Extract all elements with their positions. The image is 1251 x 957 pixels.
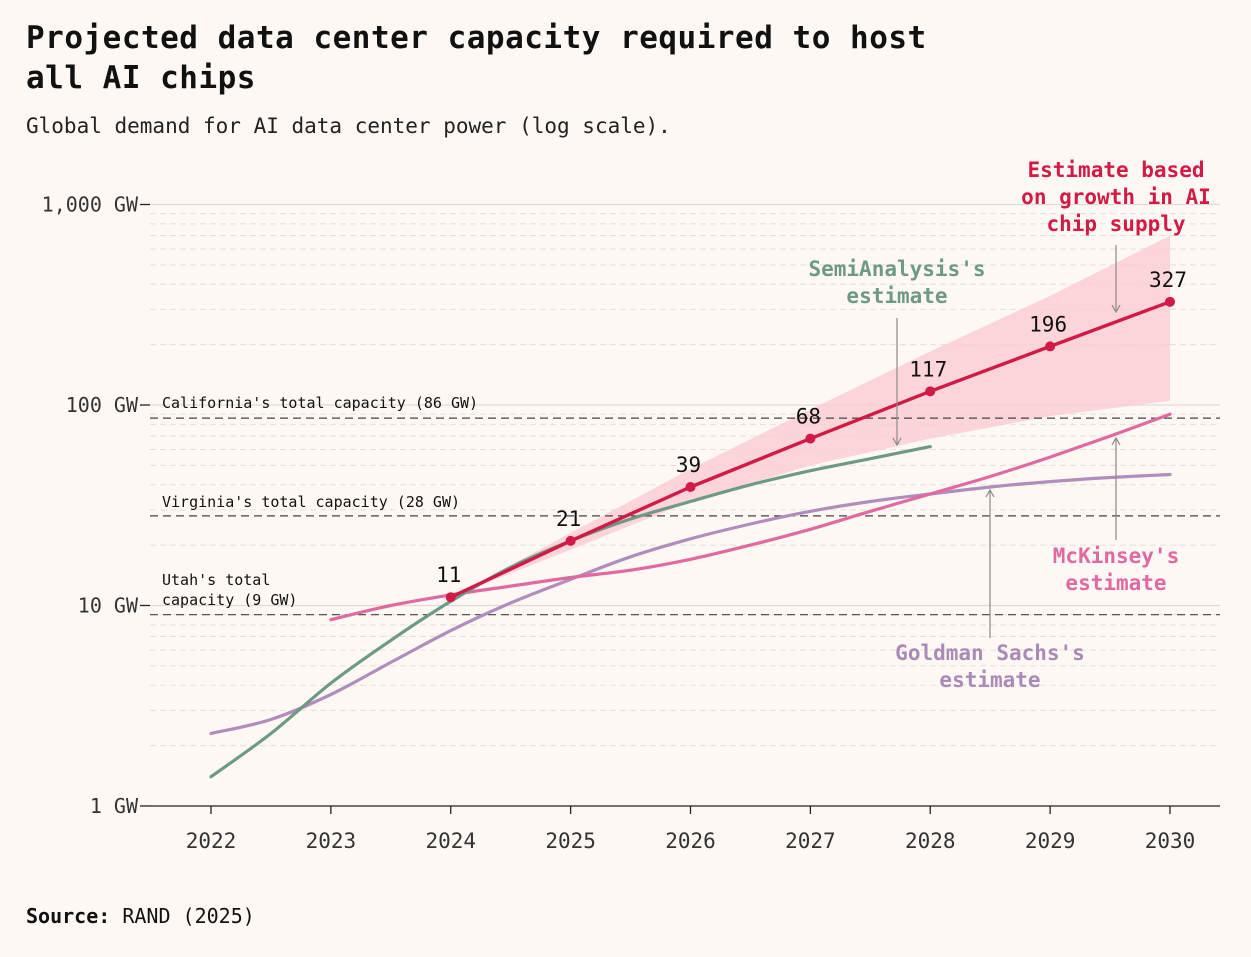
series-point [805,433,816,444]
axes: 2022 2023 2024 2025 2026 2027 2028 2029 2030 1 GW… [42,193,1220,853]
series-line [209,472,1172,736]
data-label: 68 [796,405,821,429]
data-label: 39 [676,453,701,477]
data-label: 196 [1029,312,1067,336]
x-tick-label: 2028 [905,829,956,853]
y-tick-label: 1 GW [90,794,139,818]
x-tick-label: 2023 [306,829,357,853]
reference-line-label: Virginia's total capacity (28 GW) [162,493,460,511]
x-tick-label: 2030 [1145,829,1196,853]
x-tick-label: 2024 [425,829,476,853]
y-tick-label: 100 GW [66,393,139,417]
series-point [565,535,576,546]
reference-line-label: California's total capacity (86 GW) [162,394,478,412]
series-point [445,592,456,603]
chart-title: Projected data center capacity required … [26,18,1026,98]
series-lines [209,296,1175,779]
estimate-range-band [450,235,1170,598]
reference-lines: California's total capacity (86 GW) Virgi… [150,394,1220,616]
series-annotation-label: Estimate based [1027,158,1204,182]
annotation-arrowhead [1111,436,1121,446]
annotation-arrowhead [892,437,902,447]
series-annotation-label: estimate [1065,571,1166,595]
annotation-arrowhead [1111,304,1121,314]
series-annotation-label: estimate [939,668,1040,692]
chart-title-line-2: all AI chips [26,60,256,96]
data-labels: 11 21 39 68 117 196 327 [436,268,1187,587]
series-annotation-label: chip supply [1046,212,1185,236]
series-point [925,386,936,397]
series-point [1045,341,1056,352]
source-value: RAND (2025) [122,904,255,928]
series-annotation-label: estimate [846,284,947,308]
source-note: Source: RAND (2025) [26,903,255,929]
x-tick-label: 2025 [545,829,596,853]
y-tick-label: 10 GW [78,594,139,618]
x-tick-label: 2026 [665,829,716,853]
chart-title-line-1: Projected data center capacity required … [26,20,927,56]
reference-line-label: Utah's total [162,571,270,589]
series-annotations: Estimate based on growth in AI chip supply… [808,158,1210,692]
series-annotation-label: SemiAnalysis's [808,257,985,281]
x-tick-label: 2029 [1025,829,1076,853]
series-annotation-label: on growth in AI [1021,185,1211,209]
series-point [1165,296,1175,307]
x-tick-label: 2022 [186,829,237,853]
chart-subtitle: Global demand for AI data center power (… [26,114,671,138]
data-label: 117 [909,357,947,381]
series-point [685,481,696,492]
x-tick-label: 2027 [785,829,836,853]
annotation-arrowhead [985,488,995,498]
reference-line-label: capacity (9 GW) [162,591,297,609]
data-label: 21 [556,507,581,531]
data-label: 327 [1149,268,1187,292]
series-annotation-label: McKinsey's [1053,544,1179,568]
y-tick-label: 1,000 GW [42,193,139,217]
series-annotation-label: Goldman Sachs's [895,641,1085,665]
source-label: Source: [26,904,111,928]
data-label: 11 [436,563,461,587]
estimate-range-band-area [450,235,1170,598]
